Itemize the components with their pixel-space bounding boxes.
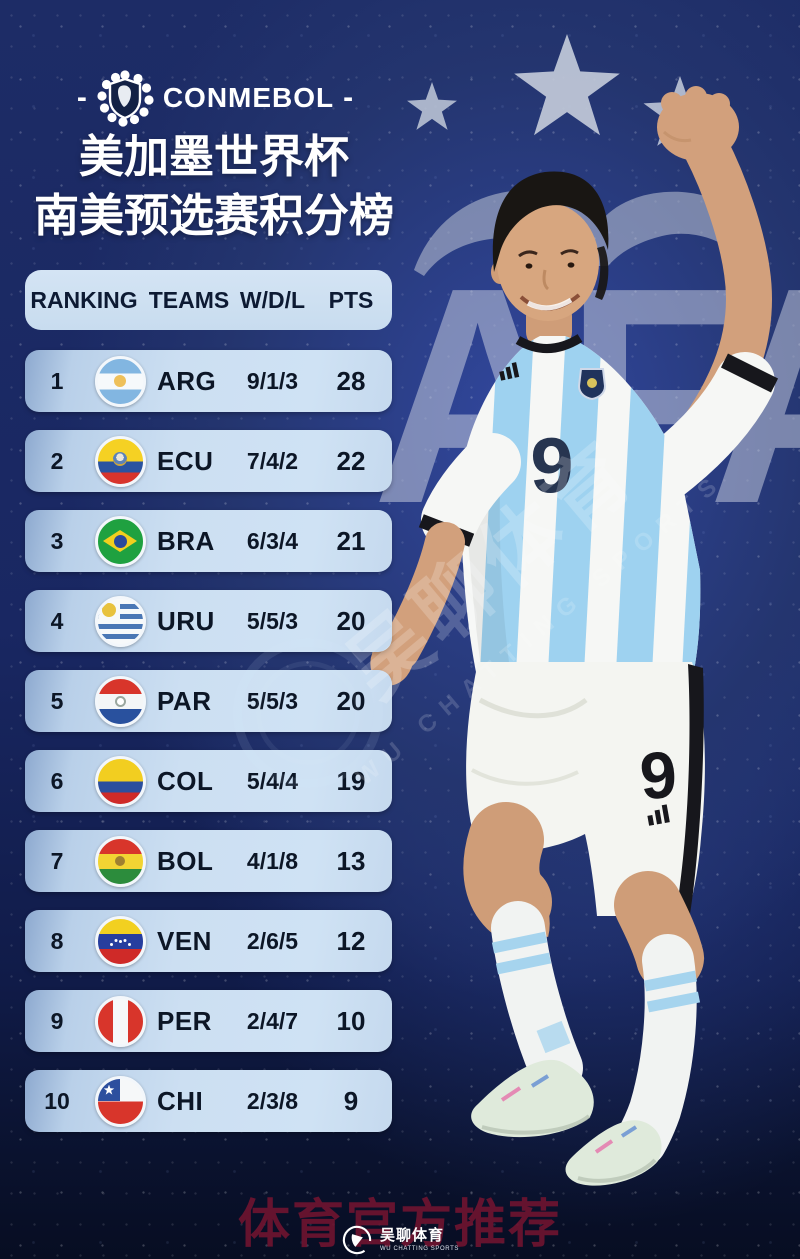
- wdl-value: 2/3/8: [246, 1087, 299, 1114]
- wdl-value: 5/5/3: [246, 607, 299, 634]
- team-flag-icon: [94, 595, 146, 647]
- table-row-chi: 10 CHI 2/3/8 9: [25, 1070, 392, 1132]
- promo-text: 体育官方推荐: [237, 1197, 562, 1254]
- team-flag-icon: [94, 1075, 146, 1127]
- rank-value: 7: [50, 847, 64, 874]
- team-code: VEN: [157, 925, 212, 956]
- team-code: URU: [157, 605, 215, 636]
- team-code: BOL: [157, 845, 214, 876]
- pts-value: 10: [336, 1005, 366, 1036]
- team-code: COL: [157, 765, 214, 796]
- pts-value: 13: [336, 845, 366, 876]
- watermark-ring-icon: [233, 638, 383, 788]
- team-flag-icon: [94, 995, 146, 1047]
- wdl-value: 2/6/5: [246, 927, 299, 954]
- wdl-value: 9/1/3: [246, 367, 299, 394]
- pts-value: 28: [336, 365, 366, 396]
- col-ranking: RANKING: [30, 286, 138, 313]
- pts-value: 9: [343, 1085, 359, 1116]
- wu-sports-logo-icon: [342, 1225, 372, 1255]
- dash-left: -: [76, 81, 87, 114]
- table-row-ven: 8 VEN 2/6/5 12: [25, 910, 392, 972]
- team-flag-icon: [94, 675, 146, 727]
- wdl-value: 2/4/7: [246, 1007, 299, 1034]
- team-flag-icon: [94, 515, 146, 567]
- table-row-bol: 7 BOL 4/1/8 13: [25, 830, 392, 892]
- rank-value: 9: [50, 1007, 64, 1034]
- team-code: ARG: [157, 365, 217, 396]
- rank-value: 10: [44, 1087, 70, 1114]
- table-row-bra: 3 BRA 6/3/4 21: [25, 510, 392, 572]
- league-name: CONMEBOL: [162, 82, 335, 113]
- brand-name-en: WU CHATTING SPORTS: [380, 1245, 459, 1252]
- team-code: PAR: [157, 685, 212, 716]
- league-lockup: - CONMEBOL -: [0, 58, 430, 138]
- wdl-value: 6/3/4: [246, 527, 299, 554]
- rank-value: 8: [50, 927, 64, 954]
- team-code: ECU: [157, 445, 214, 476]
- pts-value: 20: [336, 605, 366, 636]
- wdl-value: 7/4/2: [246, 447, 299, 474]
- rank-value: 1: [50, 367, 64, 394]
- rank-value: 6: [50, 767, 64, 794]
- table-row-per: 9 PER 2/4/7 10: [25, 990, 392, 1052]
- pts-value: 12: [336, 925, 366, 956]
- wdl-value: 4/1/8: [246, 847, 299, 874]
- team-flag-icon: [94, 435, 146, 487]
- team-flag-icon: [94, 915, 146, 967]
- rank-value: 3: [50, 527, 64, 554]
- brand-name-cn: 吴聊体育: [380, 1226, 445, 1244]
- col-teams: TEAMS: [148, 286, 230, 313]
- team-code: PER: [157, 1005, 212, 1036]
- title-line-2: 南美预选赛积分榜: [33, 189, 394, 241]
- conmebol-logo-icon: [97, 70, 154, 127]
- col-pts: PTS: [328, 286, 374, 313]
- pts-value: 21: [336, 525, 366, 556]
- team-code: CHI: [157, 1085, 204, 1116]
- rank-value: 5: [50, 687, 64, 714]
- table-row-uru: 4 URU 5/5/3 20: [25, 590, 392, 652]
- page-title: 美加墨世界杯 南美预选赛积分榜: [0, 128, 428, 245]
- team-flag-icon: [94, 835, 146, 887]
- col-wdl: W/D/L: [239, 286, 306, 313]
- pts-value: 22: [336, 445, 366, 476]
- table-header: RANKING TEAMS W/D/L PTS: [25, 270, 392, 330]
- table-row-ecu: 2 ECU 7/4/2 22: [25, 430, 392, 492]
- title-line-1: 美加墨世界杯: [78, 131, 349, 182]
- rank-value: 2: [50, 447, 64, 474]
- team-flag-icon: [94, 755, 146, 807]
- rank-value: 4: [50, 607, 64, 634]
- team-code: BRA: [157, 525, 215, 556]
- brand-lockup: 吴聊体育 WU CHATTING SPORTS: [0, 1224, 800, 1256]
- dash-right: -: [343, 81, 354, 114]
- team-flag-icon: [94, 355, 146, 407]
- table-row-arg: 1 ARG 9/1/3 28: [25, 350, 392, 412]
